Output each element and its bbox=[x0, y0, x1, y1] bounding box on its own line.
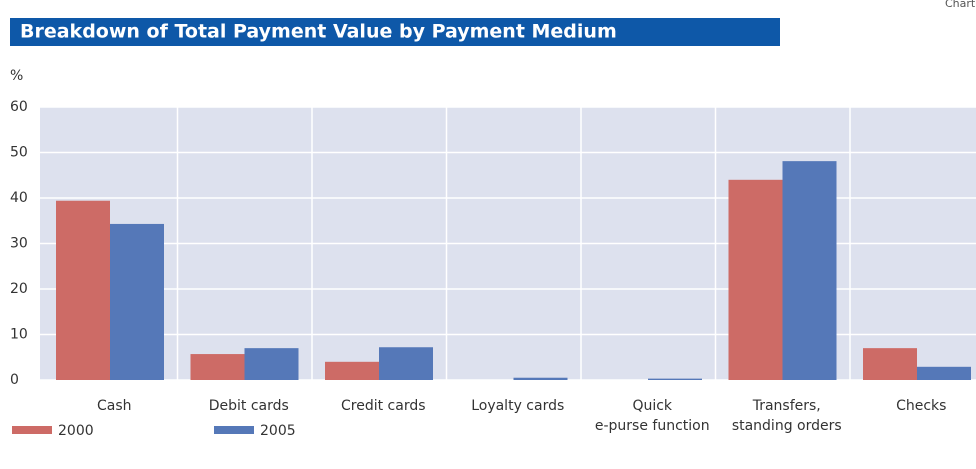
bar bbox=[863, 348, 917, 380]
x-tick-label: Loyalty cards bbox=[471, 398, 564, 414]
bar bbox=[244, 348, 299, 380]
x-tick-label: Quick e-purse function bbox=[595, 398, 710, 434]
x-tick-label-line: Transfers, bbox=[752, 398, 821, 414]
x-tick-label: Checks bbox=[896, 398, 946, 414]
corner-label: Chart bbox=[945, 0, 976, 10]
x-tick-label-line: e-purse function bbox=[595, 418, 710, 434]
x-tick-label-line: Cash bbox=[97, 398, 132, 414]
x-tick-label: Credit cards bbox=[341, 398, 426, 414]
bar bbox=[648, 378, 702, 380]
bar bbox=[110, 223, 164, 380]
bar bbox=[190, 354, 245, 380]
x-tick-label-line: Debit cards bbox=[209, 398, 289, 414]
y-tick-label: 40 bbox=[10, 190, 28, 206]
y-tick-label: 10 bbox=[10, 327, 28, 343]
legend-swatch bbox=[12, 426, 52, 434]
x-tick-label: Cash bbox=[97, 398, 132, 414]
bar bbox=[513, 377, 568, 380]
legend-label: 2005 bbox=[260, 423, 296, 439]
bar bbox=[379, 347, 433, 380]
x-tick-label-line: Checks bbox=[896, 398, 946, 414]
legend-label: 2000 bbox=[58, 423, 94, 439]
x-tick-label: Debit cards bbox=[209, 398, 289, 414]
bar bbox=[325, 361, 379, 380]
x-tick-label-line: Loyalty cards bbox=[471, 398, 564, 414]
x-tick-label-line: standing orders bbox=[732, 418, 842, 434]
bar bbox=[56, 200, 110, 380]
bar bbox=[782, 161, 837, 380]
bar bbox=[728, 179, 783, 380]
y-axis-label: % bbox=[10, 68, 23, 84]
bar bbox=[917, 366, 971, 380]
title-bar bbox=[10, 18, 780, 46]
y-tick-label: 60 bbox=[10, 99, 28, 115]
x-tick-label-line: Quick bbox=[632, 398, 672, 414]
x-tick-label: Transfers, standing orders bbox=[732, 398, 842, 434]
y-tick-label: 50 bbox=[10, 145, 28, 161]
legend-swatch bbox=[214, 426, 254, 434]
x-tick-label-line: Credit cards bbox=[341, 398, 426, 414]
y-tick-label: 30 bbox=[10, 236, 28, 252]
chart-title: Breakdown of Total Payment Value by Paym… bbox=[20, 21, 617, 43]
y-tick-label: 20 bbox=[10, 281, 28, 297]
y-tick-label: 0 bbox=[10, 372, 19, 388]
